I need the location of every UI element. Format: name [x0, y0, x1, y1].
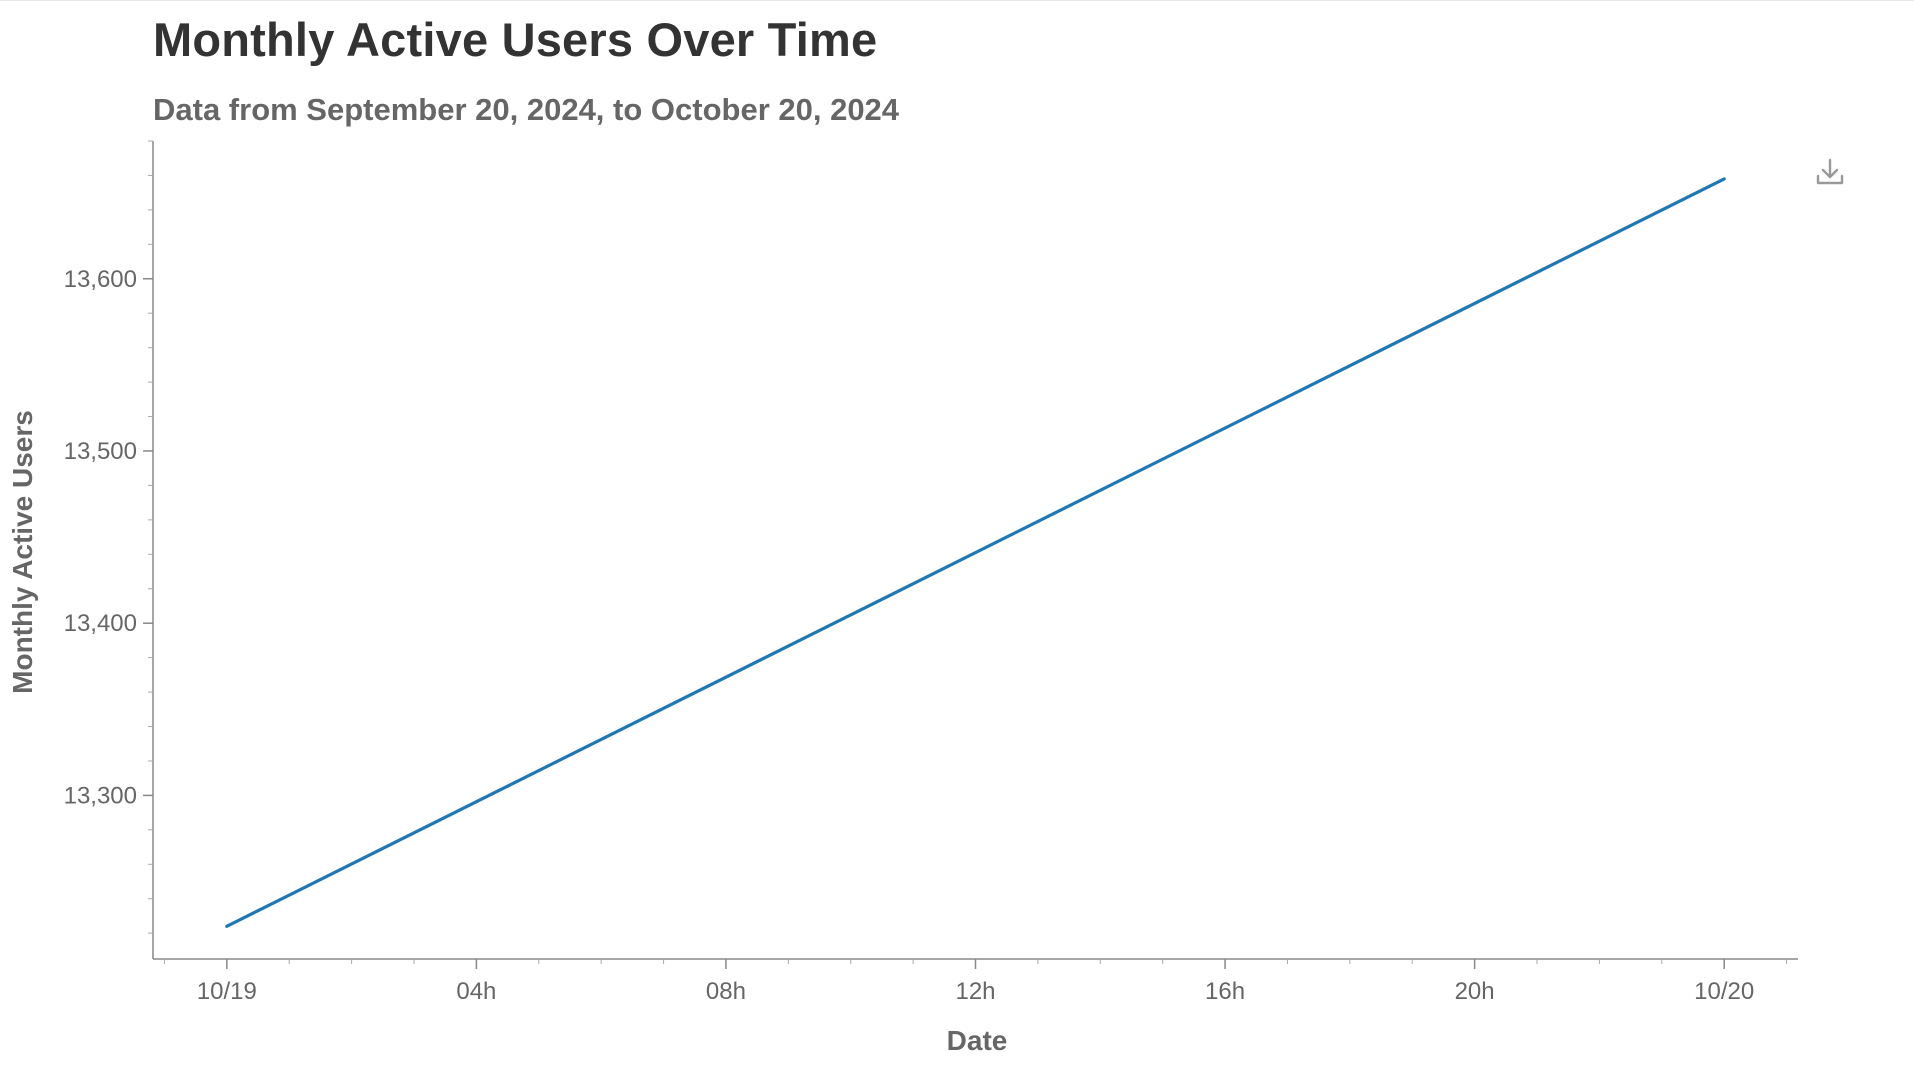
x-tick-label: 16h	[1205, 978, 1245, 1005]
y-tick-label: 13,300	[64, 782, 137, 809]
y-tick-label: 13,600	[64, 266, 137, 293]
x-tick-label: 10/20	[1694, 978, 1754, 1005]
series-line	[225, 177, 1726, 928]
top-border	[0, 0, 1914, 1]
series-layer	[225, 177, 1726, 928]
x-axis-label: Date	[946, 1025, 1008, 1056]
download-button[interactable]	[1812, 154, 1848, 190]
chart-title: Monthly Active Users Over Time	[153, 13, 878, 66]
chart-subtitle: Data from September 20, 2024, to October…	[153, 92, 900, 127]
x-axis-ticks: 10/19 04h 08h 12h 16h 20h 10/20	[163, 959, 1788, 1005]
y-axis-ticks: 13,300 13,400 13,500 13,600	[64, 140, 153, 934]
download-icon	[1816, 158, 1844, 185]
x-tick-label: 04h	[456, 978, 496, 1005]
y-tick-label: 13,400	[64, 610, 137, 637]
x-tick-label: 20h	[1455, 978, 1495, 1005]
y-tick-label: 13,500	[64, 438, 137, 465]
x-tick-label: 10/19	[197, 978, 257, 1005]
y-axis-label: Monthly Active Users	[7, 410, 38, 694]
x-tick-label: 08h	[706, 978, 746, 1005]
x-tick-label: 12h	[955, 978, 995, 1005]
